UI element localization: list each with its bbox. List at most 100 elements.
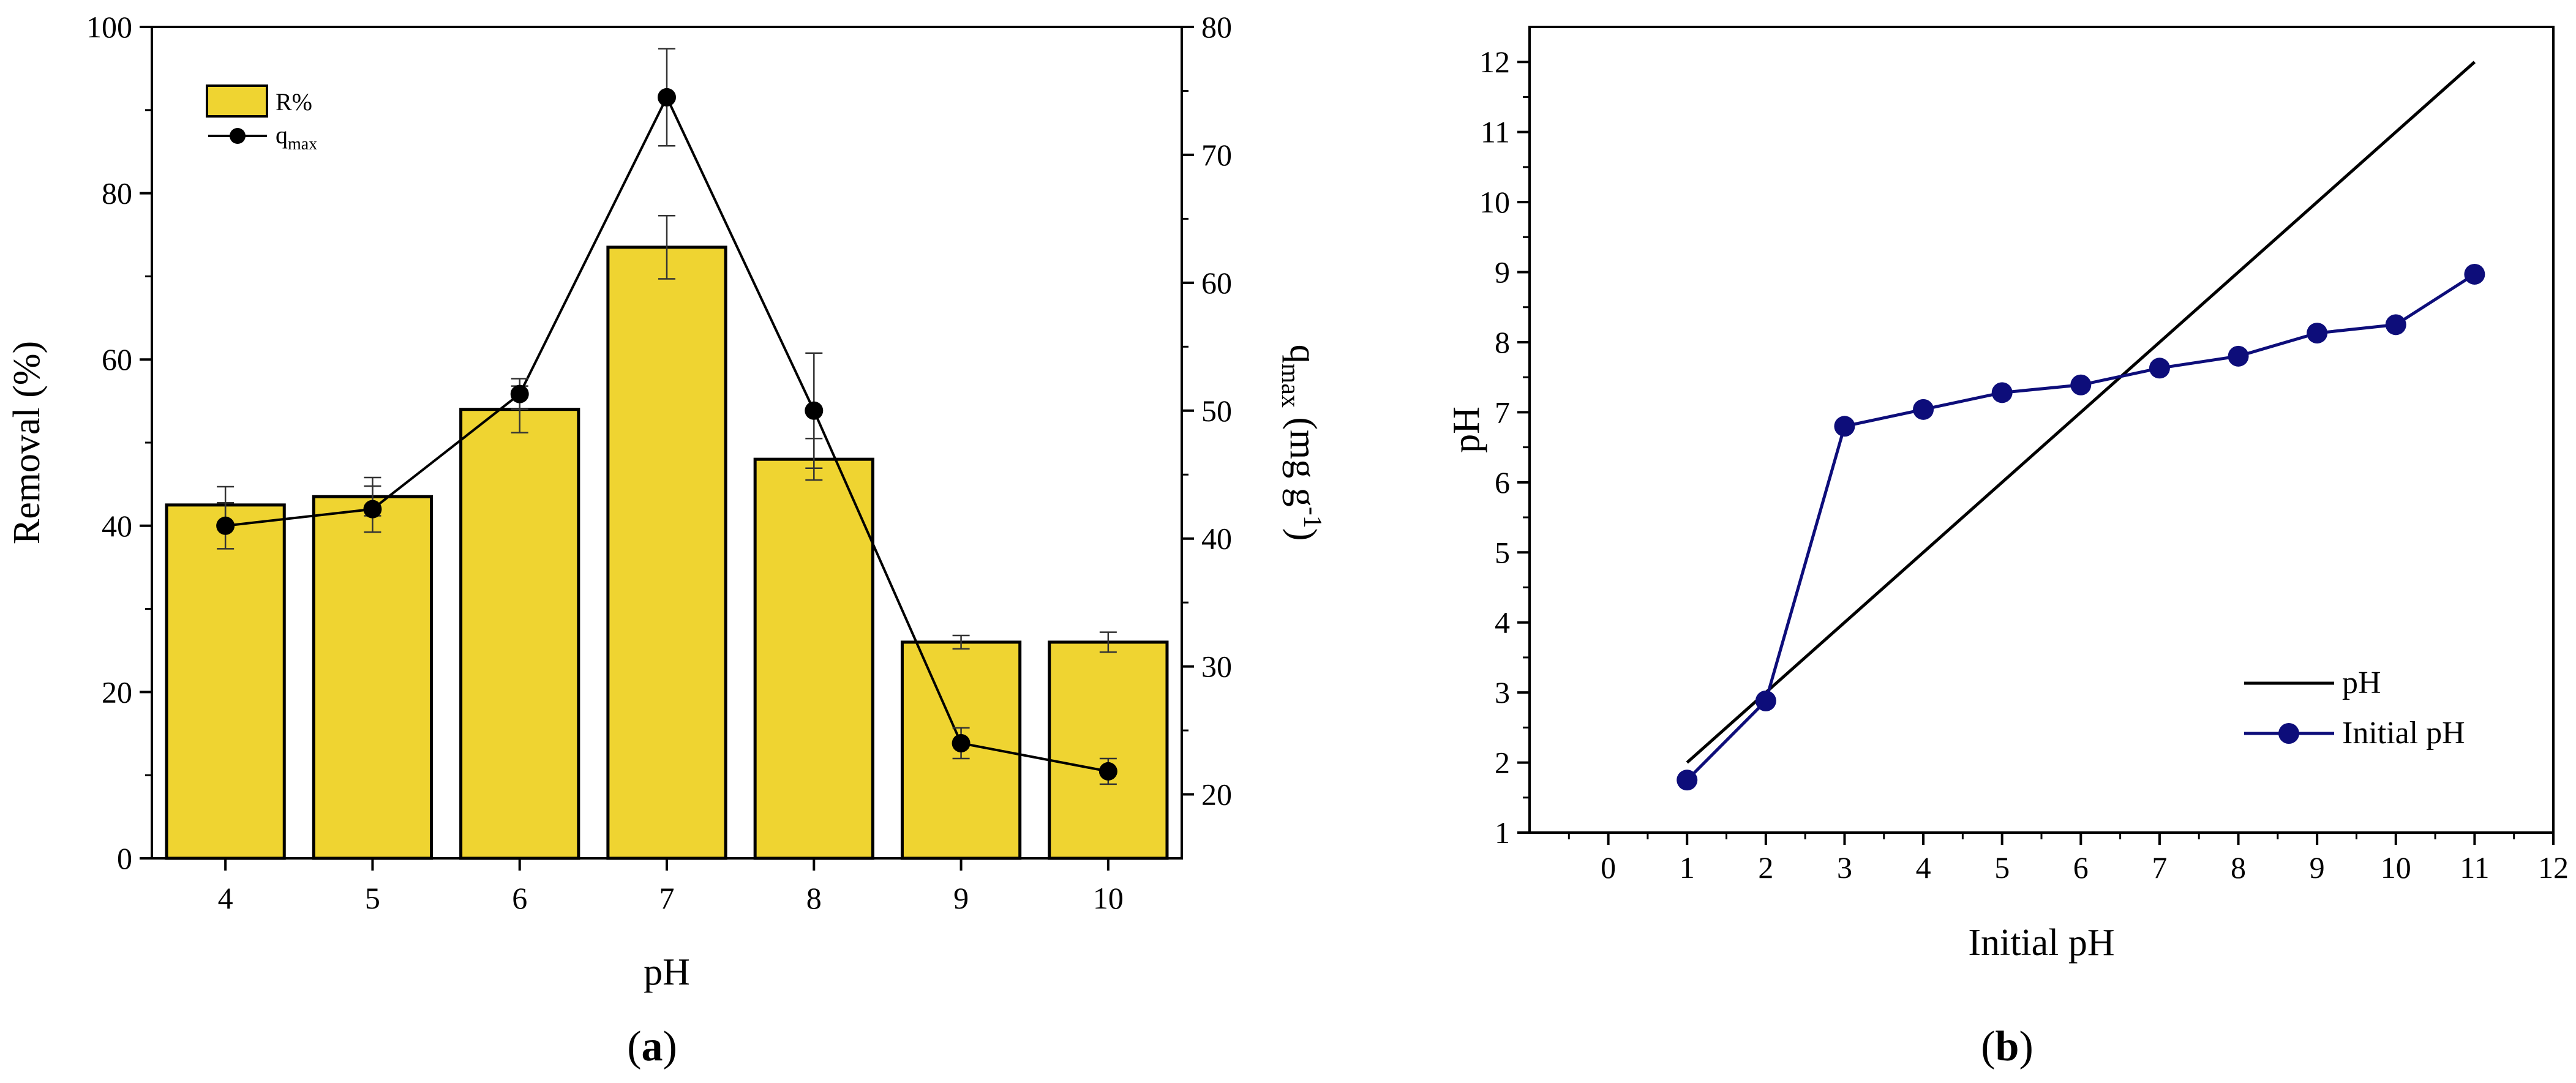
legend-label-ph: pH: [2342, 665, 2381, 700]
x-tick-label: 8: [806, 881, 822, 915]
initial-ph-point: [2149, 358, 2170, 379]
legend-marker: [230, 128, 246, 144]
legend-label-r: R%: [276, 88, 312, 116]
y-tick-label: 12: [1479, 45, 1510, 79]
legend-label-qmax: qmax: [276, 121, 317, 154]
x-axis-title: pH: [644, 951, 690, 993]
y-tick-label: 80: [102, 176, 132, 211]
initial-ph-point: [2385, 314, 2406, 335]
ylabel-right-rest: (mg g: [1282, 408, 1324, 507]
panel-a-caption: (a): [627, 1023, 677, 1070]
y-tick-label: 20: [102, 675, 132, 709]
initial-ph-point: [2070, 374, 2092, 395]
x-tick-label: 5: [1994, 850, 2010, 885]
x-tick-label: 4: [1916, 850, 1931, 885]
ylabel-right-base: q: [1282, 345, 1324, 364]
x-axis-ticks: 4 5 6 7 8 9 10: [218, 858, 1124, 915]
panel-b-caption: (b): [1981, 1023, 2033, 1070]
y-tick-label: 2: [1495, 746, 1510, 780]
qmax-line-group: [216, 48, 1117, 785]
ph-reference-line: [1686, 61, 2476, 764]
y-tick-label: 100: [86, 10, 132, 44]
initial-ph-point: [2228, 345, 2249, 367]
qmax-point: [805, 401, 824, 420]
x-tick-label: 1: [1680, 850, 1695, 885]
y-tick-label: 10: [1479, 185, 1510, 219]
x-tick-label: 9: [953, 881, 969, 915]
initial-ph-point: [1755, 690, 1776, 711]
bar-8: [753, 457, 874, 860]
y-tick-label: 11: [1481, 115, 1510, 149]
initial-ph-point: [1834, 416, 1855, 437]
legend: pH Initial pH: [2244, 665, 2465, 751]
bars-group: [165, 245, 1169, 860]
bar-6: [459, 408, 580, 860]
x-tick-label: 10: [1093, 881, 1124, 915]
x-tick-label: 4: [218, 881, 233, 915]
x-tick-label: 8: [2231, 850, 2246, 885]
x-tick-label: 6: [512, 881, 527, 915]
x-tick-label: 12: [2538, 850, 2569, 885]
right-y-tick-label: 50: [1201, 394, 1232, 428]
right-y-tick-label: 70: [1201, 138, 1232, 172]
ylabel-right-sup: -1: [1298, 507, 1326, 528]
right-y-tick-label: 30: [1201, 650, 1232, 684]
right-y-axis-ticks: 20 30 40 50 60 70 80: [1182, 10, 1232, 812]
y-tick-label: 1: [1495, 815, 1510, 850]
qmax-point: [510, 384, 529, 403]
y-tick-label: 9: [1495, 255, 1510, 290]
qmax-point: [1098, 762, 1117, 781]
bar-7: [606, 245, 727, 860]
x-tick-label: 6: [2073, 850, 2089, 885]
legend-marker-initial-ph: [2278, 723, 2299, 744]
y-tick-label: 7: [1495, 395, 1510, 429]
right-y-axis-title: qmax (mg g-1): [1276, 345, 1326, 541]
right-y-tick-label: 60: [1201, 266, 1232, 300]
x-tick-label: 10: [2381, 850, 2411, 885]
right-y-tick-label: 40: [1201, 522, 1232, 556]
bar-10: [1048, 640, 1169, 860]
qmax-point: [216, 516, 235, 535]
x-axis-ticks: 0 1 2 3 4 5 6 7 8 9 10 11 12: [1568, 833, 2569, 885]
x-tick-label: 11: [2460, 850, 2489, 885]
y-tick-label: 0: [117, 841, 132, 875]
x-tick-label: 2: [1758, 850, 1773, 885]
left-y-axis-ticks: 0 20 40 60 80 100: [86, 10, 152, 875]
ylabel-right-close: ): [1282, 528, 1324, 541]
left-y-axis-title: Removal (%): [6, 341, 48, 544]
qmax-point: [658, 88, 676, 107]
x-tick-label: 0: [1601, 850, 1616, 885]
y-tick-label: 3: [1495, 675, 1510, 710]
initial-ph-point: [2307, 323, 2328, 344]
right-y-tick-label: 80: [1201, 10, 1232, 44]
bar-4: [165, 503, 286, 860]
initial-ph-point: [1991, 382, 2013, 403]
ylabel-right-sub: max: [1276, 364, 1304, 408]
x-tick-label: 3: [1837, 850, 1852, 885]
x-tick-label: 9: [2310, 850, 2325, 885]
legend-qmax-base: q: [276, 121, 288, 149]
x-tick-label: 5: [365, 881, 380, 915]
x-tick-label: 7: [659, 881, 675, 915]
qmax-point: [952, 733, 971, 752]
y-tick-label: 5: [1495, 535, 1510, 569]
initial-ph-point: [1677, 770, 1698, 791]
legend-qmax-sub: max: [288, 135, 317, 154]
bar-5: [312, 495, 434, 860]
series-lines-group: [1677, 61, 2485, 791]
y-tick-label: 8: [1495, 325, 1510, 359]
y-tick-label: 60: [102, 342, 132, 377]
initial-ph-point: [2464, 263, 2485, 285]
qmax-point: [363, 500, 382, 519]
y-axis-title: pH: [1446, 407, 1487, 453]
right-y-tick-label: 20: [1201, 778, 1232, 812]
y-tick-label: 4: [1495, 605, 1510, 640]
x-axis-title: Initial pH: [1968, 922, 2114, 964]
initial-ph-point: [1913, 399, 1934, 420]
y-tick-label: 6: [1495, 465, 1510, 500]
legend-label-initial-ph: Initial pH: [2342, 716, 2465, 751]
